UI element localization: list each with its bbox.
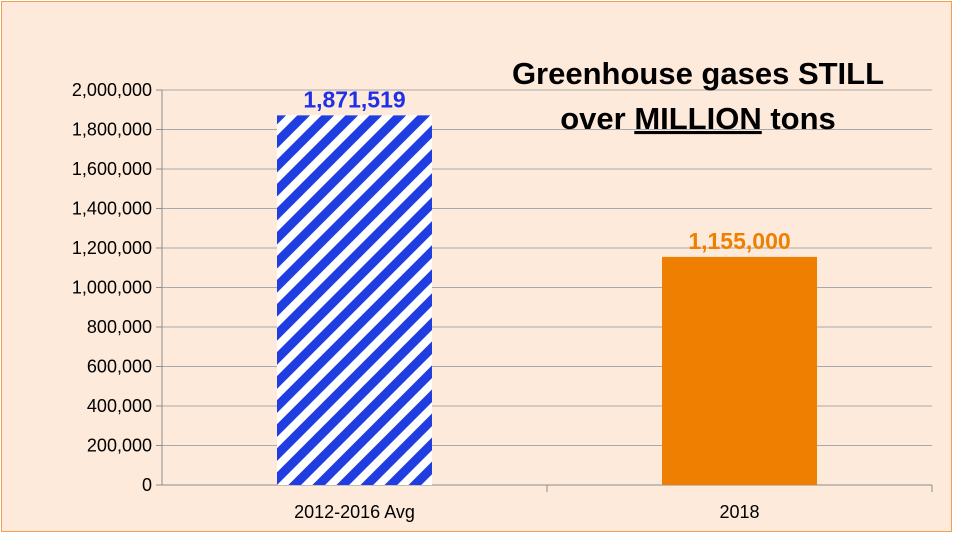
chart-title-emphasis: MILLION [634, 101, 761, 136]
data-label-1: 1,871,519 [303, 86, 405, 112]
chart-title-prefix: over [560, 101, 634, 136]
y-tick-label: 1,400,000 [72, 199, 152, 219]
y-tick-label: 200,000 [87, 436, 152, 456]
y-tick-label: 2,000,000 [72, 80, 152, 100]
bar-2 [662, 256, 817, 485]
bar-1 [277, 115, 432, 485]
x-tick-label: 2012-2016 Avg [294, 502, 415, 522]
y-tick-label: 0 [142, 475, 152, 495]
chart-title-line1: Greenhouse gases STILL [512, 56, 884, 91]
y-tick-label: 800,000 [87, 317, 152, 337]
y-tick-label: 1,600,000 [72, 159, 152, 179]
data-label-2: 1,155,000 [688, 228, 790, 254]
y-tick-label: 1,200,000 [72, 238, 152, 258]
chart-title-line2: over MILLION tons [560, 101, 836, 136]
x-tick-label: 2018 [719, 502, 759, 522]
y-tick-label: 600,000 [87, 357, 152, 377]
y-tick-label: 400,000 [87, 396, 152, 416]
chart-title-suffix: tons [762, 101, 836, 136]
y-tick-label: 1,800,000 [72, 120, 152, 140]
y-tick-label: 1,000,000 [72, 278, 152, 298]
